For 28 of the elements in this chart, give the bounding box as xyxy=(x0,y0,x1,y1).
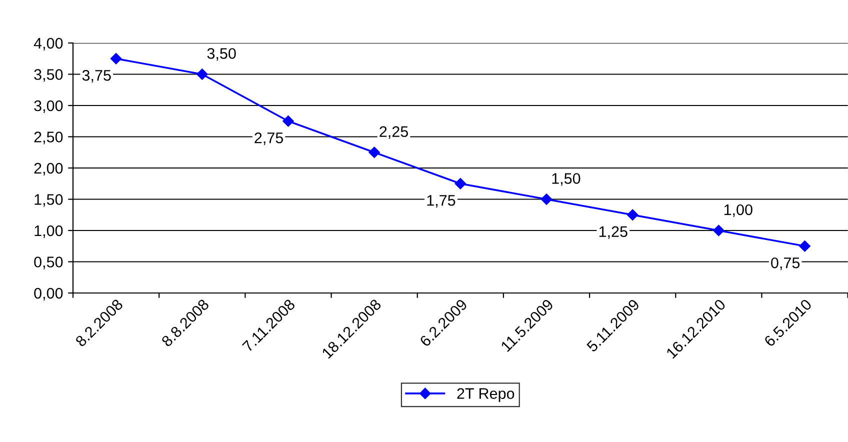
data-label: 2,75 xyxy=(254,132,284,146)
y-tick-label: 2,00 xyxy=(34,162,63,176)
point xyxy=(368,146,380,158)
data-label: 2,25 xyxy=(380,126,408,139)
y-tick-label: 0,50 xyxy=(34,256,63,270)
y-tick-label: 3,50 xyxy=(34,69,63,82)
point xyxy=(626,209,638,220)
data-label: 1,00 xyxy=(724,204,752,217)
data-label: 1,25 xyxy=(599,226,628,239)
data-label: 1,75 xyxy=(427,195,456,208)
y-tick-label: 1,50 xyxy=(34,194,63,207)
point xyxy=(110,53,122,64)
y-tick-label: 3,00 xyxy=(34,100,63,113)
point xyxy=(282,116,294,127)
point xyxy=(540,194,552,205)
data-label: 3,50 xyxy=(207,48,236,61)
y-tick-label: 4,00 xyxy=(34,38,63,50)
point xyxy=(713,224,724,236)
point xyxy=(454,178,466,190)
y-tick-label: 0,00 xyxy=(34,288,63,300)
legend-label: 2T Repo xyxy=(457,388,514,402)
data-label: 0,75 xyxy=(771,257,800,270)
data-label: 3,75 xyxy=(82,70,111,83)
point xyxy=(799,240,810,252)
data-label: 1,50 xyxy=(552,173,580,186)
y-tick-label: 2,50 xyxy=(34,132,63,144)
point xyxy=(196,68,208,80)
y-tick-label: 1,00 xyxy=(34,225,63,238)
